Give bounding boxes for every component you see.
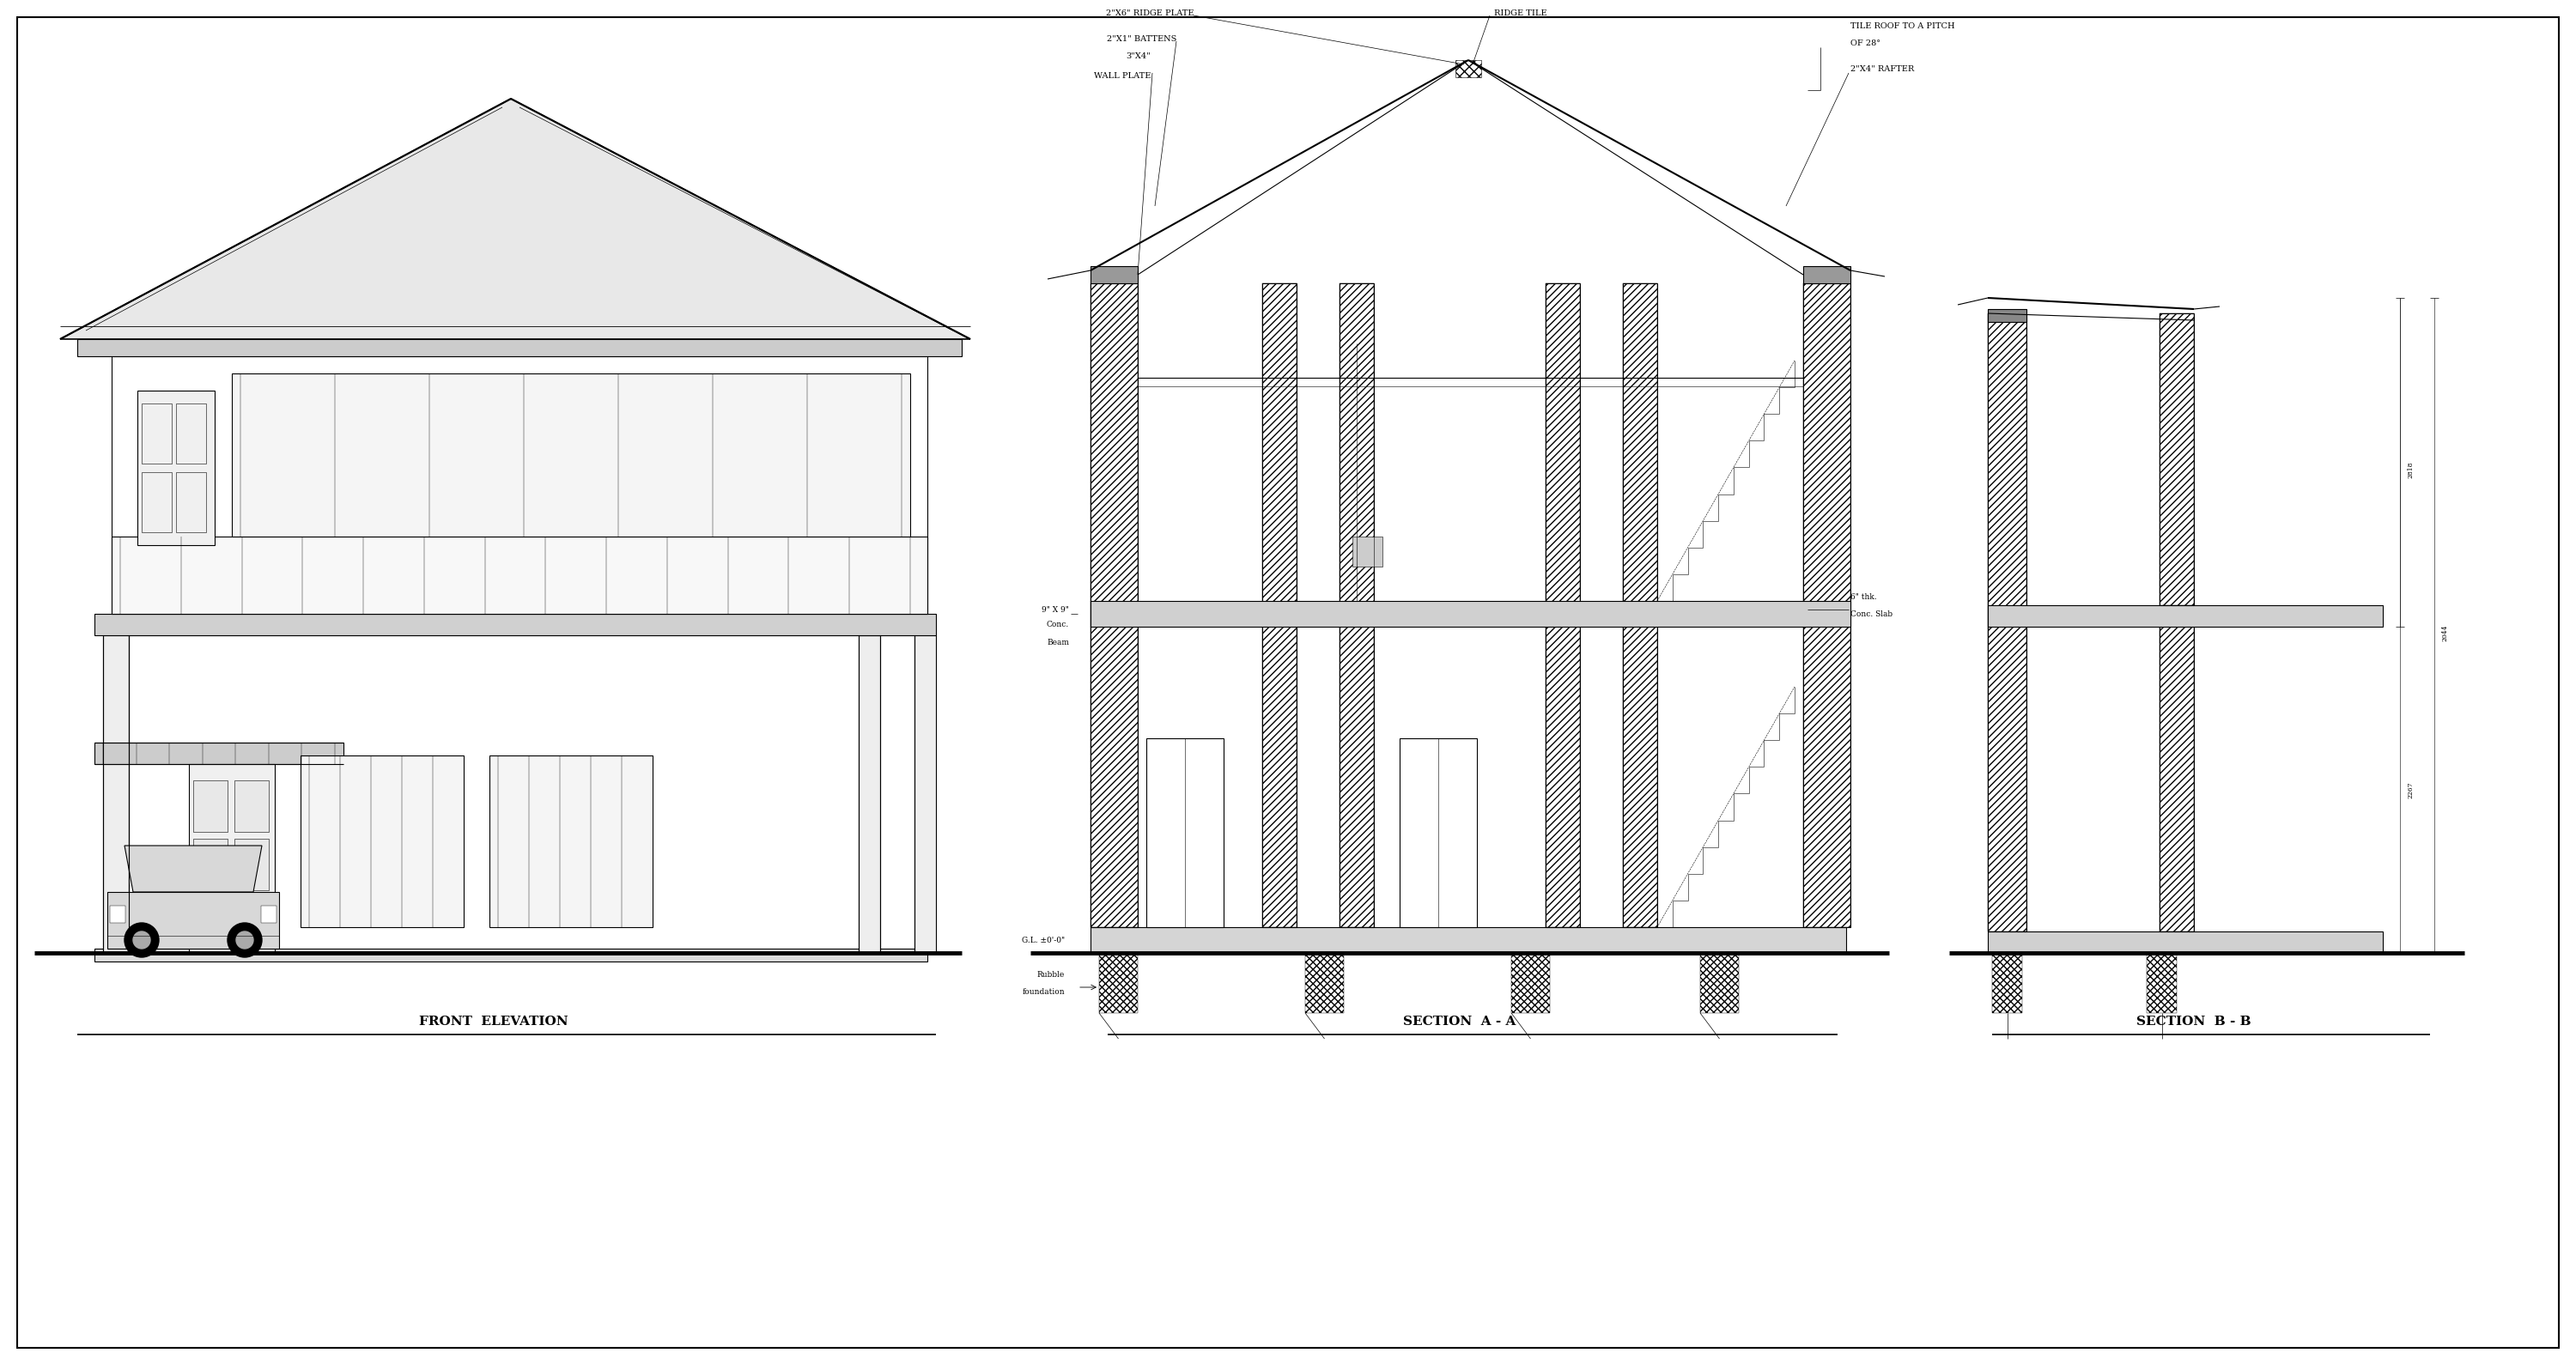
Bar (2159, 618, 2195, 931)
Bar (1262, 284, 1296, 927)
Bar (111, 536, 927, 614)
Bar (95, 614, 935, 635)
Bar (234, 781, 268, 831)
Bar (914, 635, 935, 953)
Bar (193, 781, 227, 831)
Bar (1090, 927, 1847, 953)
Bar (108, 891, 278, 949)
Text: SECTION  A - A: SECTION A - A (1404, 1016, 1517, 1028)
Bar (2159, 618, 2195, 931)
Circle shape (227, 923, 263, 957)
Bar (1090, 284, 1139, 927)
Text: RIDGE TILE: RIDGE TILE (1494, 10, 1548, 16)
Text: WALL PLATE: WALL PLATE (1095, 72, 1151, 79)
Bar (193, 897, 227, 949)
Bar (129, 635, 914, 953)
Bar (2159, 314, 2195, 605)
Text: 3"X4": 3"X4" (1126, 52, 1151, 60)
Bar (175, 404, 206, 464)
Bar (489, 755, 652, 927)
Bar (2146, 953, 2177, 1013)
Bar (234, 838, 268, 890)
Text: Conc.: Conc. (1046, 620, 1069, 628)
Text: SECTION  B - B: SECTION B - B (2136, 1016, 2251, 1028)
Bar (1146, 738, 1224, 927)
Bar (193, 838, 227, 890)
Bar (1512, 953, 1551, 1013)
Bar (1352, 536, 1383, 566)
Text: 2"X4" RAFTER: 2"X4" RAFTER (1850, 64, 1914, 72)
Bar (1306, 953, 1345, 1013)
Bar (1090, 601, 1850, 627)
Bar (77, 339, 961, 356)
Text: FRONT  ELEVATION: FRONT ELEVATION (420, 1016, 569, 1028)
Bar (95, 949, 927, 961)
Bar (1090, 266, 1139, 284)
Text: 2"X1" BATTENS: 2"X1" BATTENS (1108, 34, 1177, 42)
Bar (1340, 284, 1373, 927)
Bar (2159, 314, 2195, 605)
Bar (175, 472, 206, 532)
Bar (1989, 308, 2027, 322)
Bar (1803, 284, 1850, 927)
Text: Beam: Beam (1046, 639, 1069, 646)
Bar (1546, 284, 1579, 927)
Bar (232, 374, 909, 536)
Bar (1803, 284, 1850, 927)
Bar (1989, 931, 2383, 953)
Text: OF 28°: OF 28° (1850, 40, 1880, 46)
Bar (1340, 284, 1373, 927)
Bar (1100, 953, 1139, 1013)
Bar (1989, 314, 2027, 931)
Bar (103, 635, 129, 953)
Bar (1623, 284, 1656, 927)
Bar (142, 472, 173, 532)
Polygon shape (59, 98, 971, 339)
Text: 2818: 2818 (2406, 461, 2414, 478)
Text: Conc. Slab: Conc. Slab (1850, 610, 1893, 618)
Bar (1399, 738, 1476, 927)
Text: 6" thk.: 6" thk. (1850, 592, 1878, 601)
Bar (1700, 953, 1739, 1013)
Circle shape (237, 931, 252, 949)
Bar (858, 635, 881, 953)
Bar (95, 743, 343, 764)
Bar (188, 764, 276, 953)
Bar (1262, 284, 1296, 927)
Bar (260, 906, 276, 923)
Text: G.L. ±0'-0": G.L. ±0'-0" (1023, 936, 1064, 945)
Bar (1989, 314, 2027, 931)
Bar (1989, 605, 2383, 627)
Bar (111, 356, 927, 614)
Text: foundation: foundation (1023, 988, 1064, 995)
Bar (1546, 284, 1579, 927)
Polygon shape (124, 845, 263, 891)
Circle shape (124, 923, 160, 957)
Bar (137, 390, 214, 545)
Text: 2267: 2267 (2406, 781, 2414, 799)
Bar (1455, 60, 1481, 78)
Bar (1090, 284, 1139, 927)
Bar (234, 897, 268, 949)
Text: Rubble: Rubble (1038, 971, 1064, 979)
Bar (301, 755, 464, 927)
Bar (142, 404, 173, 464)
Circle shape (134, 931, 149, 949)
Text: TILE ROOF TO A PITCH: TILE ROOF TO A PITCH (1850, 22, 1955, 30)
Text: 9" X 9": 9" X 9" (1041, 606, 1069, 613)
Text: 2"X6" RIDGE PLATE: 2"X6" RIDGE PLATE (1105, 10, 1193, 16)
Text: 2044: 2044 (2442, 625, 2447, 642)
Bar (1991, 953, 2022, 1013)
Bar (1623, 284, 1656, 927)
Bar (1803, 266, 1850, 284)
Bar (111, 906, 126, 923)
